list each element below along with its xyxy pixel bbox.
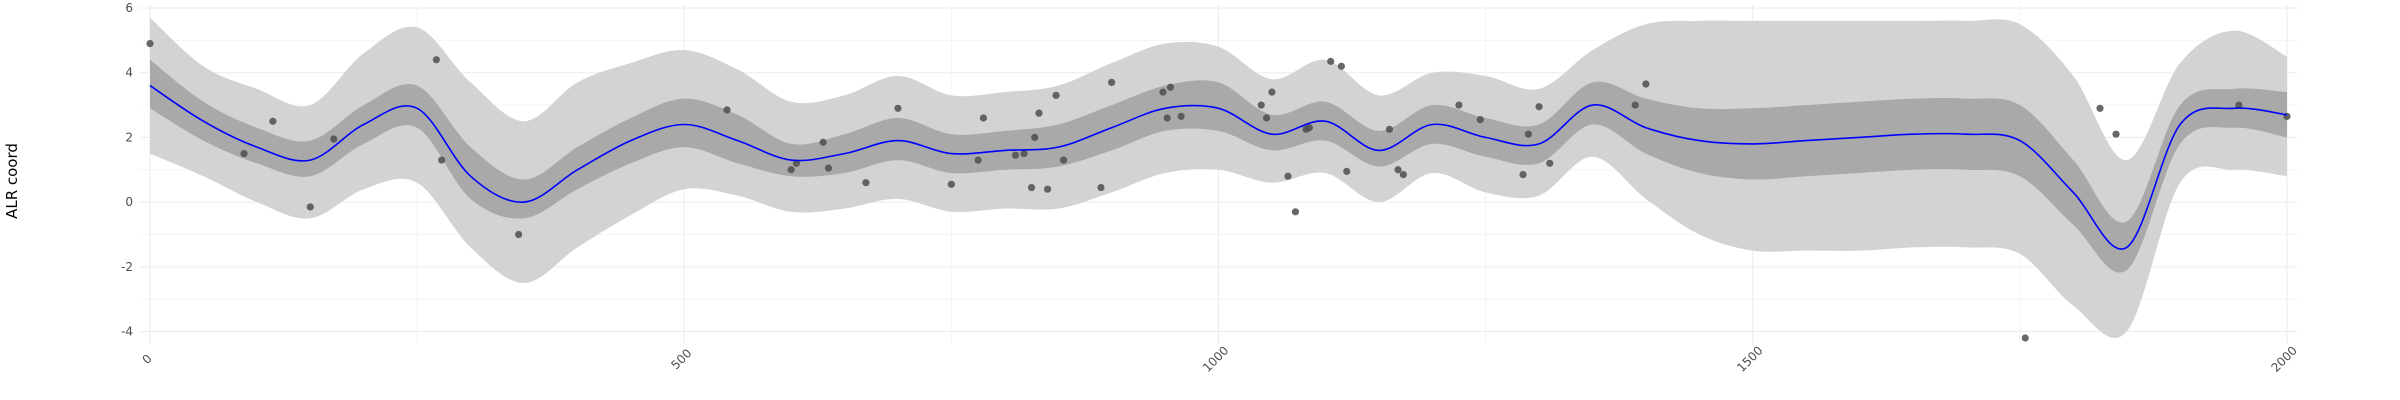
data-point — [787, 166, 795, 174]
data-point — [1385, 125, 1394, 133]
y-tick-label: -2 — [121, 260, 133, 274]
mean-line — [149, 84, 2288, 250]
data-point — [819, 138, 827, 146]
data-point — [1291, 208, 1300, 216]
y-tick-label: 0 — [125, 195, 133, 209]
data-point — [1052, 91, 1060, 99]
x-tick-labels: 0 500 1000 1500 2000 — [140, 343, 2300, 374]
data-point — [1011, 151, 1020, 159]
data-point — [894, 104, 902, 112]
data-point — [240, 149, 248, 158]
data-point — [1031, 133, 1039, 142]
data-point — [824, 164, 833, 172]
data-point — [1519, 171, 1527, 179]
inner-confidence-band — [150, 59, 2287, 273]
data-point — [1027, 183, 1036, 192]
data-point — [792, 159, 801, 167]
data-point — [438, 156, 446, 164]
data-point — [1097, 183, 1105, 192]
data-point — [1327, 57, 1335, 65]
y-tick-label: 2 — [125, 130, 133, 144]
data-point — [2021, 334, 2029, 342]
data-point — [1476, 116, 1484, 124]
y-tick-label: 6 — [125, 1, 133, 15]
observed-points — [146, 39, 2291, 342]
data-point — [1524, 130, 1532, 138]
data-point — [1455, 101, 1463, 109]
data-point — [515, 230, 523, 239]
data-point — [2235, 101, 2243, 109]
y-axis-title: ALR coord — [3, 143, 21, 219]
data-point — [1546, 159, 1554, 167]
y-tick-labels: -4 -2 0 2 4 6 — [121, 1, 133, 339]
data-point — [1305, 124, 1313, 132]
data-point — [947, 180, 955, 188]
data-point — [1262, 114, 1271, 122]
x-tick-label: 1000 — [1200, 343, 1231, 374]
data-point — [1059, 156, 1068, 164]
data-point — [146, 39, 154, 48]
x-tick-label: 1500 — [1734, 343, 1765, 374]
y-tick-label: -4 — [121, 325, 133, 339]
outer-confidence-band — [150, 17, 2287, 338]
x-tick-label: 0 — [140, 352, 155, 367]
data-point — [1020, 149, 1028, 158]
data-point — [1284, 172, 1292, 180]
data-point — [862, 179, 870, 187]
data-point — [1166, 83, 1175, 91]
data-point — [1043, 185, 1052, 193]
data-point — [723, 106, 731, 114]
data-point — [306, 203, 314, 211]
inner-band-area — [150, 59, 2287, 273]
y-tick-label: 4 — [125, 66, 133, 80]
data-point — [2096, 104, 2104, 112]
data-point — [1394, 166, 1402, 174]
data-point — [1337, 62, 1345, 70]
data-point — [269, 117, 277, 125]
data-point — [1631, 101, 1639, 109]
outer-band-area — [150, 17, 2287, 338]
data-point — [979, 114, 988, 122]
data-point — [1257, 101, 1265, 109]
x-tick-label: 2000 — [2268, 343, 2299, 374]
mean-curve — [149, 84, 2288, 250]
data-point — [1108, 78, 1116, 87]
data-point — [1343, 167, 1351, 175]
data-point — [1035, 109, 1043, 117]
data-point — [2112, 130, 2120, 138]
data-point — [1268, 88, 1276, 96]
data-point — [1399, 171, 1407, 179]
data-point — [330, 135, 338, 143]
data-point — [1535, 103, 1543, 111]
data-point — [1177, 112, 1185, 120]
data-point — [1642, 80, 1650, 88]
data-point — [1159, 88, 1167, 96]
data-point — [974, 156, 982, 164]
data-point — [1163, 114, 1171, 122]
data-point — [432, 56, 440, 64]
x-tick-label: 500 — [668, 346, 694, 372]
